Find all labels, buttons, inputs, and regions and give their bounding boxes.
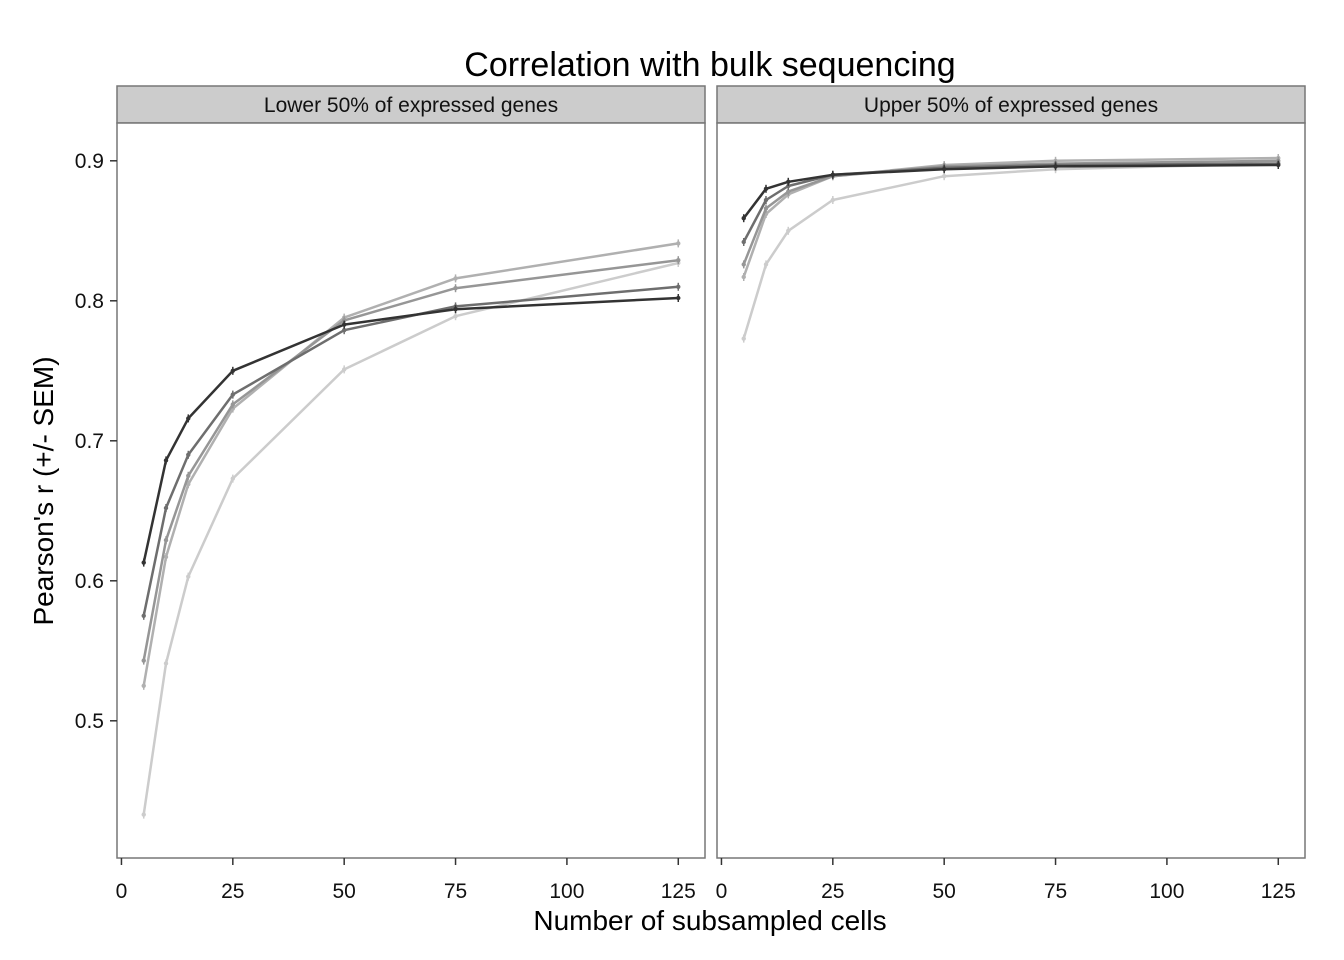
data-point [453,276,458,281]
data-point [141,613,146,618]
data-point [186,416,191,421]
data-point [741,216,746,221]
data-point [186,574,191,579]
y-axis-title: Pearson's r (+/- SEM) [28,356,59,625]
data-point [341,367,347,372]
x-tick-label: 100 [1149,880,1184,903]
facet-strip [116,85,706,124]
data-point [676,284,681,289]
y-tick-label: 0.9 [75,150,104,173]
data-point [741,336,746,341]
data-point [763,197,769,203]
plot-panel [716,122,1306,859]
y-tick-label: 0.7 [75,430,104,453]
x-tick-label: 25 [221,880,244,903]
data-point [230,402,236,407]
data-point [230,476,236,481]
data-point [763,262,769,267]
data-point [453,314,458,319]
data-point [830,197,836,203]
facets: Lower 50% of expressed genes 0 25 50 75 100 12… [75,85,1306,903]
data-point [786,179,791,184]
series-3 [141,256,681,665]
data-point [141,658,146,663]
data-point [141,683,146,688]
x-tick-label: 50 [333,880,356,903]
data-point [186,452,191,457]
data-point [1276,162,1281,168]
data-point [1053,164,1058,169]
facet-panel-2: Upper 50% of expressed genes 0 25 50 75 100 12… [716,85,1306,903]
data-point [941,174,947,179]
data-point [186,482,191,487]
chart-title: Correlation with bulk sequencing [464,46,955,84]
data-point [786,183,791,189]
x-tick-label: 125 [661,880,696,903]
data-point [230,392,236,397]
data-point [741,239,746,245]
plot-panel [116,122,706,859]
series-1 [141,259,681,819]
data-point [163,661,169,666]
x-tick-label: 25 [821,880,844,903]
data-point [763,186,769,191]
data-point [453,286,458,291]
data-point [341,322,347,327]
facet-strip [716,85,1306,124]
data-point [830,172,836,177]
x-tick-label: 100 [549,880,584,903]
series-5 [141,294,681,567]
data-point [676,258,681,263]
data-point [786,189,791,194]
data-point [163,458,169,463]
data-point [163,505,169,511]
data-point [163,554,169,560]
series-2 [141,239,681,690]
x-tick-label: 50 [933,880,956,903]
x-tick-label: 75 [444,880,467,903]
facet-strip-label: Lower 50% of expressed genes [264,94,558,117]
data-point [741,262,746,267]
data-point [763,206,769,211]
x-axis-title: Number of subsampled cells [533,905,886,936]
y-tick-label: 0.5 [75,710,104,733]
data-point [676,241,681,246]
data-point [676,295,681,301]
data-point [163,538,169,543]
data-point [341,318,347,323]
x-tick-label: 125 [1261,880,1296,903]
y-tick-label: 0.8 [75,290,104,313]
facet-strip-label: Upper 50% of expressed genes [864,94,1158,117]
data-point [941,167,947,172]
x-tick-label: 0 [116,880,128,903]
y-tick-label: 0.6 [75,570,104,593]
facet-panel-1: Lower 50% of expressed genes 0 25 50 75 100 12… [75,85,706,903]
data-point [341,328,347,333]
data-point [786,228,791,233]
data-point [186,473,191,478]
x-tick-label: 0 [716,880,728,903]
data-point [741,274,746,280]
x-tick-label: 75 [1044,880,1067,903]
data-point [141,812,146,817]
data-point [453,307,458,312]
data-point [141,560,146,565]
series-5 [741,161,1281,223]
data-point [230,368,236,373]
